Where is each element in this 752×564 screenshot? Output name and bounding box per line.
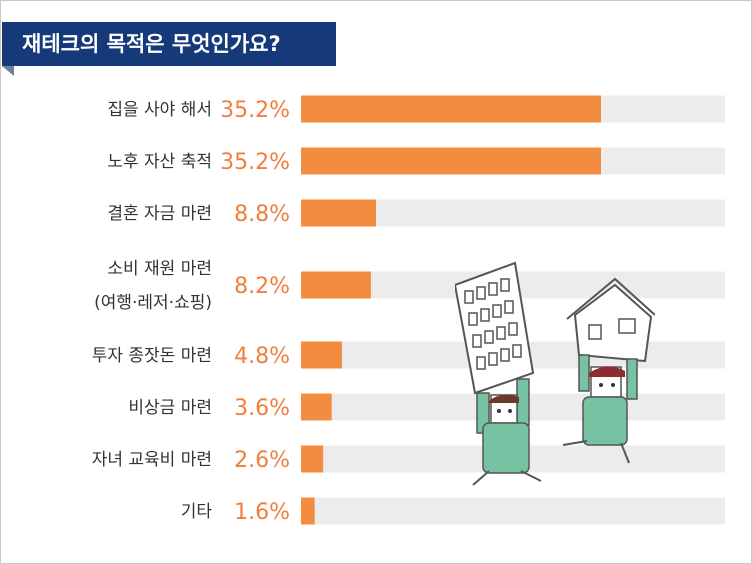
bar: [301, 271, 371, 299]
person-left-icon: [472, 378, 542, 486]
category-label: 비상금 마련: [128, 398, 212, 418]
bar: [301, 147, 601, 175]
bar: [301, 95, 601, 123]
value-label: 1.6%: [234, 500, 290, 525]
category-label: 집을 사야 해서: [107, 100, 212, 120]
bar: [301, 341, 342, 369]
value-label: 35.2%: [220, 98, 290, 123]
person-right-icon: [562, 354, 638, 464]
title-banner: 재테크의 목적은 무엇인가요?: [2, 22, 336, 66]
title-banner-fold: [2, 66, 14, 76]
bar: [301, 445, 324, 473]
category-label: 기타: [181, 502, 213, 522]
value-label: 4.8%: [234, 344, 290, 369]
category-label: (여행·레저·쇼핑): [94, 293, 212, 313]
bar: [301, 497, 315, 525]
value-label: 8.2%: [234, 274, 290, 299]
category-label: 소비 재원 마련: [107, 259, 212, 279]
apartment-building-icon: [455, 261, 535, 395]
category-label: 노후 자산 축적: [107, 152, 212, 172]
category-label: 투자 종잣돈 마련: [92, 346, 212, 366]
house-icon: [566, 277, 655, 363]
value-label: 3.6%: [234, 396, 290, 421]
category-label: 결혼 자금 마련: [107, 204, 212, 224]
value-label: 35.2%: [220, 150, 290, 175]
bar: [301, 393, 332, 421]
chart-title: 재테크의 목적은 무엇인가요?: [22, 32, 281, 56]
value-label: 2.6%: [234, 448, 290, 473]
bar-track: [301, 497, 725, 525]
illustration-people-carrying-buildings: [455, 261, 655, 486]
bar: [301, 199, 376, 227]
value-label: 8.8%: [234, 202, 290, 227]
category-label: 자녀 교육비 마련: [92, 450, 212, 470]
